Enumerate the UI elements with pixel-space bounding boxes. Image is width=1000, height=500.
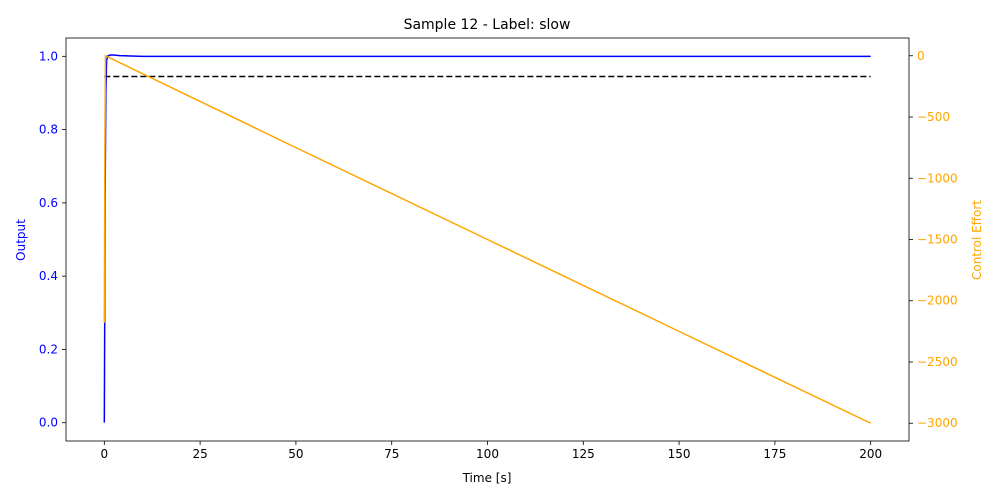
x-tick-label: 50 bbox=[288, 447, 303, 461]
y-right-tick-label: −2000 bbox=[917, 294, 958, 308]
y-right-tick-label: −1500 bbox=[917, 233, 958, 247]
y-left-tick-label: 0.0 bbox=[39, 416, 58, 430]
control-effort-series-line bbox=[103, 54, 872, 424]
y-right-tick-label: −2500 bbox=[917, 355, 958, 369]
chart-title: Sample 12 - Label: slow bbox=[404, 17, 571, 33]
x-tick-label: 75 bbox=[384, 447, 399, 461]
plot-frame bbox=[65, 37, 910, 442]
x-tick-label: 100 bbox=[476, 447, 499, 461]
y-right-axis-ticks: 0 −500 −1000 −1500 −2000 −2500 −3000 bbox=[909, 49, 958, 430]
y-right-axis-label: Control Effort bbox=[970, 200, 984, 280]
y-left-tick-label: 0.4 bbox=[39, 269, 58, 283]
x-axis-label: Time [s] bbox=[462, 471, 512, 485]
y-right-tick-label: −3000 bbox=[917, 416, 958, 430]
y-right-tick-label: −500 bbox=[917, 110, 950, 124]
x-axis-ticks: 0 25 50 75 100 125 150 175 200 bbox=[100, 441, 882, 461]
y-right-tick-label: 0 bbox=[917, 49, 925, 63]
y-left-axis-label: Output bbox=[14, 219, 28, 261]
x-tick-label: 125 bbox=[572, 447, 595, 461]
series-layer bbox=[103, 54, 872, 424]
x-tick-label: 175 bbox=[763, 447, 786, 461]
x-tick-label: 150 bbox=[668, 447, 691, 461]
y-left-axis-ticks: 0.0 0.2 0.4 0.6 0.8 1.0 bbox=[39, 49, 66, 430]
x-tick-label: 25 bbox=[192, 447, 207, 461]
y-left-tick-label: 0.8 bbox=[39, 123, 58, 137]
y-left-tick-label: 0.6 bbox=[39, 196, 58, 210]
x-tick-label: 200 bbox=[859, 447, 882, 461]
x-tick-label: 0 bbox=[100, 447, 108, 461]
y-left-tick-label: 1.0 bbox=[39, 49, 58, 63]
y-right-tick-label: −1000 bbox=[917, 171, 958, 185]
y-left-tick-label: 0.2 bbox=[39, 342, 58, 356]
